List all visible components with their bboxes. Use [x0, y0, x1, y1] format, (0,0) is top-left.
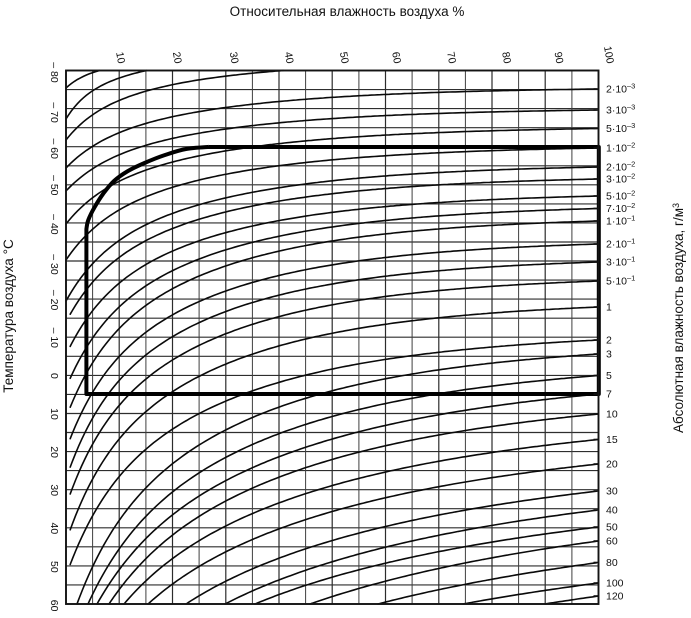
- svg-text:– 60: – 60: [48, 138, 60, 159]
- svg-text:50: 50: [606, 522, 618, 534]
- svg-text:20: 20: [48, 446, 60, 458]
- svg-text:– 40: – 40: [48, 214, 60, 235]
- svg-text:Относительная влажность воздух: Относительная влажность воздуха %: [230, 4, 465, 19]
- svg-text:40: 40: [48, 523, 60, 535]
- svg-text:20: 20: [606, 459, 618, 471]
- svg-text:30: 30: [227, 51, 241, 65]
- svg-text:2: 2: [606, 335, 612, 347]
- svg-text:100: 100: [606, 578, 624, 590]
- svg-text:0: 0: [48, 373, 60, 379]
- svg-text:Температура воздуха °С: Температура воздуха °С: [1, 239, 16, 393]
- svg-text:– 10: – 10: [48, 328, 60, 349]
- svg-text:1: 1: [606, 302, 612, 314]
- svg-text:– 80: – 80: [48, 62, 60, 83]
- svg-text:40: 40: [606, 505, 618, 517]
- svg-text:5: 5: [606, 370, 612, 382]
- svg-text:80: 80: [499, 51, 513, 65]
- svg-text:50: 50: [337, 51, 351, 65]
- svg-text:– 50: – 50: [48, 175, 60, 196]
- svg-text:15: 15: [606, 434, 618, 446]
- svg-text:60: 60: [606, 536, 618, 548]
- svg-text:– 30: – 30: [48, 254, 60, 275]
- svg-text:90: 90: [552, 51, 566, 65]
- svg-text:40: 40: [282, 51, 296, 65]
- svg-text:100: 100: [601, 45, 616, 64]
- svg-text:30: 30: [606, 486, 618, 498]
- svg-text:7: 7: [606, 389, 612, 401]
- svg-text:10: 10: [113, 51, 127, 65]
- svg-text:120: 120: [606, 591, 624, 603]
- svg-text:– 20: – 20: [48, 290, 60, 311]
- svg-text:– 70: – 70: [48, 102, 60, 123]
- svg-text:3: 3: [606, 349, 612, 361]
- svg-text:10: 10: [48, 408, 60, 420]
- svg-text:70: 70: [444, 51, 458, 65]
- svg-text:Абсолютная влажность воздуха,: Абсолютная влажность воздуха, г/м3: [671, 203, 686, 433]
- svg-text:50: 50: [48, 561, 60, 573]
- svg-text:60: 60: [48, 600, 60, 612]
- svg-text:30: 30: [48, 484, 60, 496]
- svg-text:60: 60: [389, 51, 403, 65]
- svg-text:10: 10: [606, 409, 618, 421]
- svg-text:20: 20: [170, 51, 184, 65]
- svg-text:80: 80: [606, 557, 618, 569]
